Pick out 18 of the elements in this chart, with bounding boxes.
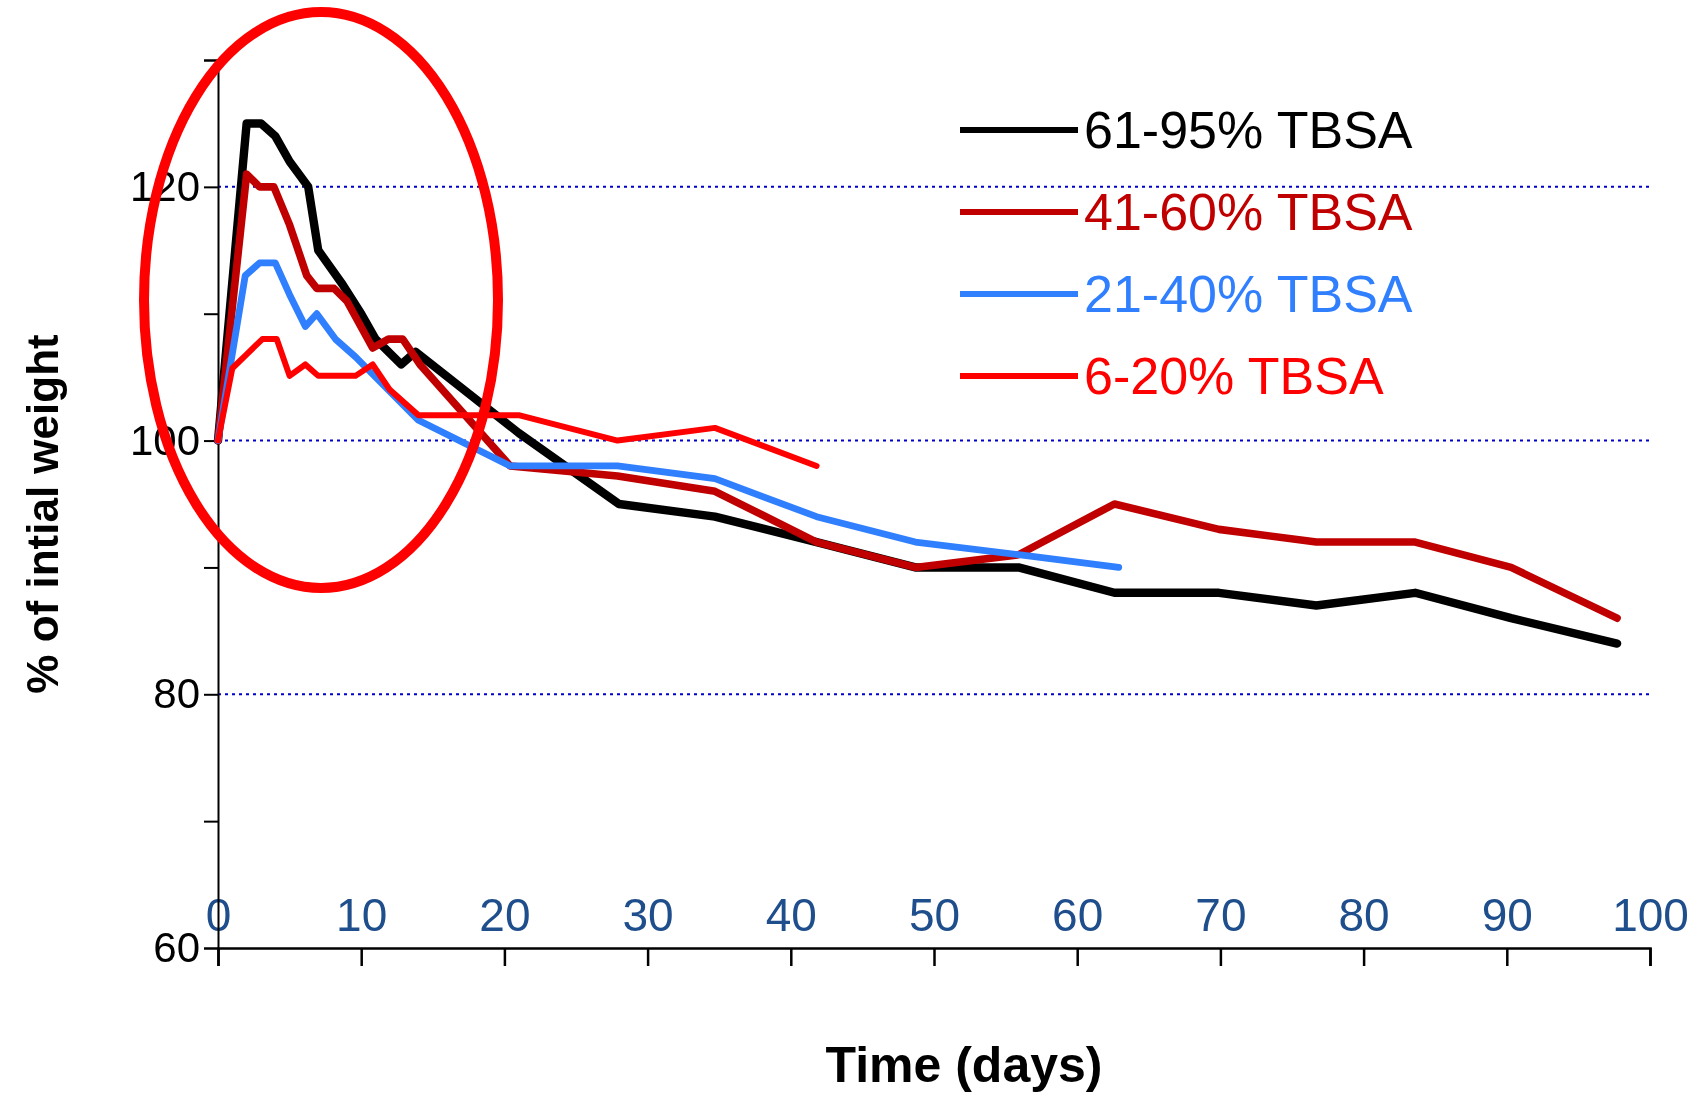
x-tick-label: 80	[1338, 888, 1390, 941]
y-axis-title: % of intial weight	[18, 333, 67, 694]
legend-label: 61-95% TBSA	[1084, 101, 1413, 159]
legend-label: 6-20% TBSA	[1084, 347, 1384, 405]
y-tick-label: 60	[153, 923, 200, 971]
x-axis-title: Time (days)	[825, 1037, 1103, 1093]
legend-label: 41-60% TBSA	[1084, 183, 1413, 241]
x-tick-label: 30	[622, 888, 674, 941]
y-tick-label: 80	[153, 670, 200, 718]
x-tick-label: 90	[1481, 888, 1533, 941]
x-tick-label: 70	[1195, 888, 1247, 941]
x-tick-label: 50	[908, 888, 961, 941]
legend-label: 21-40% TBSA	[1084, 265, 1413, 323]
x-tick-label: 60	[1052, 888, 1104, 941]
x-tick-label: 40	[765, 888, 817, 941]
x-tick-label: 10	[336, 888, 388, 941]
x-tick-label: 20	[479, 888, 531, 941]
x-tick-label: 100	[1612, 888, 1689, 941]
